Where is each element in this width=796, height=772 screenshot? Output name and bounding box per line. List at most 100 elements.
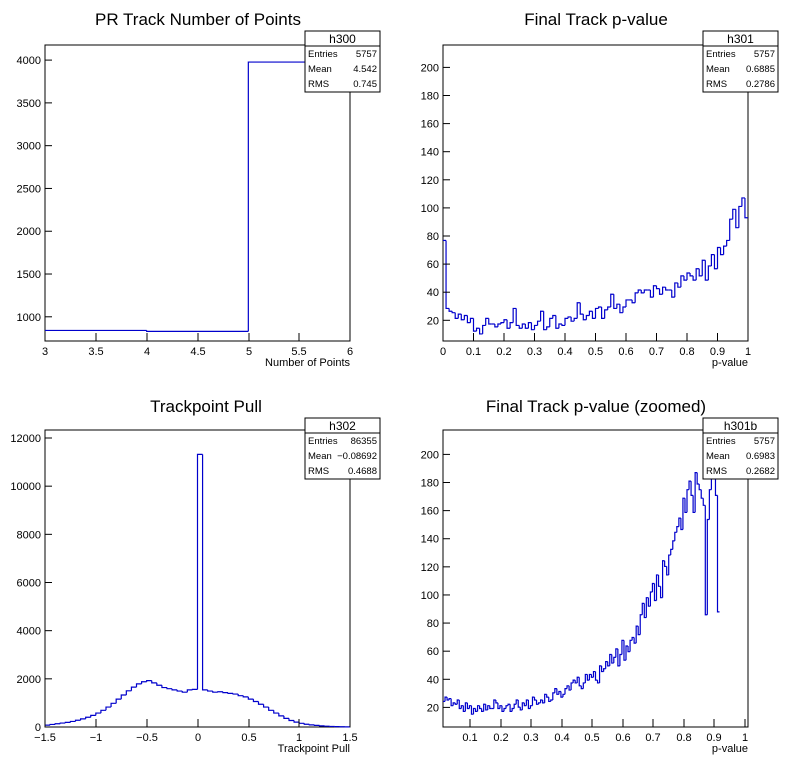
- histogram-bin: [582, 682, 586, 689]
- y-tick-label: 100: [421, 590, 439, 602]
- histogram-bin: [527, 321, 532, 329]
- histogram-bin: [665, 287, 669, 291]
- histogram-bin: [573, 317, 578, 322]
- histogram-bin: [523, 702, 527, 707]
- histogram-bin: [237, 694, 244, 697]
- histogram-bin: [653, 583, 657, 602]
- histogram-bin: [652, 285, 657, 298]
- histogram-bin: [74, 719, 81, 722]
- stats-label: RMS: [706, 466, 727, 477]
- histogram-bin: [657, 574, 661, 587]
- histogram-bin: [729, 218, 733, 241]
- histogram-bin: [585, 314, 590, 320]
- histogram-bin: [462, 705, 466, 712]
- y-tick-label: 60: [427, 259, 439, 271]
- y-tick-label: 100: [421, 203, 439, 215]
- histogram-bin: [564, 317, 569, 326]
- histogram-bin: [222, 691, 228, 694]
- histogram-bin: [85, 716, 91, 719]
- histogram-bin: [482, 324, 486, 334]
- histogram-bin: [668, 554, 671, 575]
- x-tick-label: 0.4: [557, 346, 572, 358]
- chart-title: Final Track p-value (zoomed): [486, 397, 706, 416]
- histogram-bin: [156, 682, 162, 686]
- x-tick-label: −1: [90, 732, 103, 744]
- x-tick-label: 0.1: [466, 346, 481, 358]
- y-tick-label: 120: [421, 562, 439, 574]
- histogram-bin: [700, 489, 704, 499]
- histogram-bin: [140, 681, 147, 684]
- histogram-bin: [469, 317, 474, 323]
- histogram-bin: [489, 705, 492, 710]
- histogram-bin: [723, 245, 727, 255]
- histogram-bin: [716, 495, 720, 613]
- histogram-bin: [176, 689, 183, 692]
- histogram-bin: [524, 324, 529, 329]
- histogram-bin: [695, 268, 700, 281]
- x-axis-label: Number of Points: [265, 357, 350, 369]
- histogram-bin: [497, 702, 500, 710]
- histogram-bin: [466, 315, 471, 324]
- histogram-bin: [579, 302, 584, 315]
- histogram-bin: [100, 709, 106, 714]
- stats-value: 0.2682: [746, 466, 775, 477]
- histogram-bin: [247, 61, 350, 332]
- histogram-bin: [512, 307, 517, 323]
- histogram-bin: [533, 697, 537, 701]
- histogram-bin: [594, 671, 598, 681]
- histogram-bin: [485, 704, 488, 711]
- stats-label: Mean: [308, 451, 332, 462]
- histogram-bin: [562, 693, 565, 698]
- histogram-bin: [617, 648, 620, 667]
- histogram-bin: [533, 324, 538, 330]
- histogram-bin: [676, 526, 679, 533]
- histogram-bin: [69, 720, 76, 723]
- histogram-bin: [483, 703, 486, 712]
- y-tick-label: 80: [427, 618, 439, 630]
- histogram-bin: [535, 700, 539, 705]
- x-tick-label: 0.1: [462, 732, 477, 744]
- histogram-bin: [619, 653, 622, 666]
- histogram-bin: [120, 694, 127, 700]
- histogram-bin: [536, 320, 541, 326]
- y-tick-label: 80: [427, 231, 439, 243]
- histogram-bin: [710, 254, 715, 266]
- histogram-bin: [621, 639, 624, 655]
- histogram-bin: [457, 313, 462, 319]
- y-tick-label: 2000: [17, 226, 41, 238]
- histogram-panel-trackpoint-pull: Trackpoint Pull Trackpoint Pull 0 2000 400…: [10, 397, 381, 755]
- histogram-bin: [619, 304, 623, 314]
- histogram-bin: [713, 254, 718, 270]
- x-tick-label: 0: [195, 732, 201, 744]
- histogram-bin: [181, 691, 188, 693]
- histogram-bin: [501, 705, 504, 712]
- histogram-bin: [696, 472, 700, 485]
- histogram-bin: [588, 310, 593, 316]
- stats-label: Entries: [308, 49, 338, 60]
- y-tick-label: 0: [35, 722, 41, 734]
- stats-value: 4.542: [353, 64, 377, 75]
- histogram-bin: [500, 321, 504, 324]
- histogram-bin: [525, 699, 529, 706]
- histogram-bin: [615, 648, 618, 658]
- histogram-bin: [643, 603, 647, 619]
- histogram-bin: [135, 683, 142, 688]
- histogram-bin: [530, 322, 535, 331]
- histogram-bin: [655, 574, 659, 601]
- histogram-bin: [448, 308, 453, 312]
- histogram-bin: [706, 518, 710, 615]
- histogram-bin: [666, 566, 669, 576]
- histogram-bin: [611, 654, 614, 664]
- histogram-bin: [639, 614, 643, 635]
- stats-value: 5757: [754, 49, 775, 60]
- histogram-bin: [558, 690, 561, 695]
- stats-box: [702, 417, 779, 480]
- x-tick-label: −1.5: [34, 732, 56, 744]
- histogram-bin: [629, 639, 633, 652]
- stats-box-name: h301b: [724, 419, 758, 433]
- histogram-bin: [655, 285, 660, 290]
- histogram-bin: [464, 702, 468, 712]
- histogram-bin: [689, 273, 694, 277]
- y-tick-label: 160: [421, 119, 439, 131]
